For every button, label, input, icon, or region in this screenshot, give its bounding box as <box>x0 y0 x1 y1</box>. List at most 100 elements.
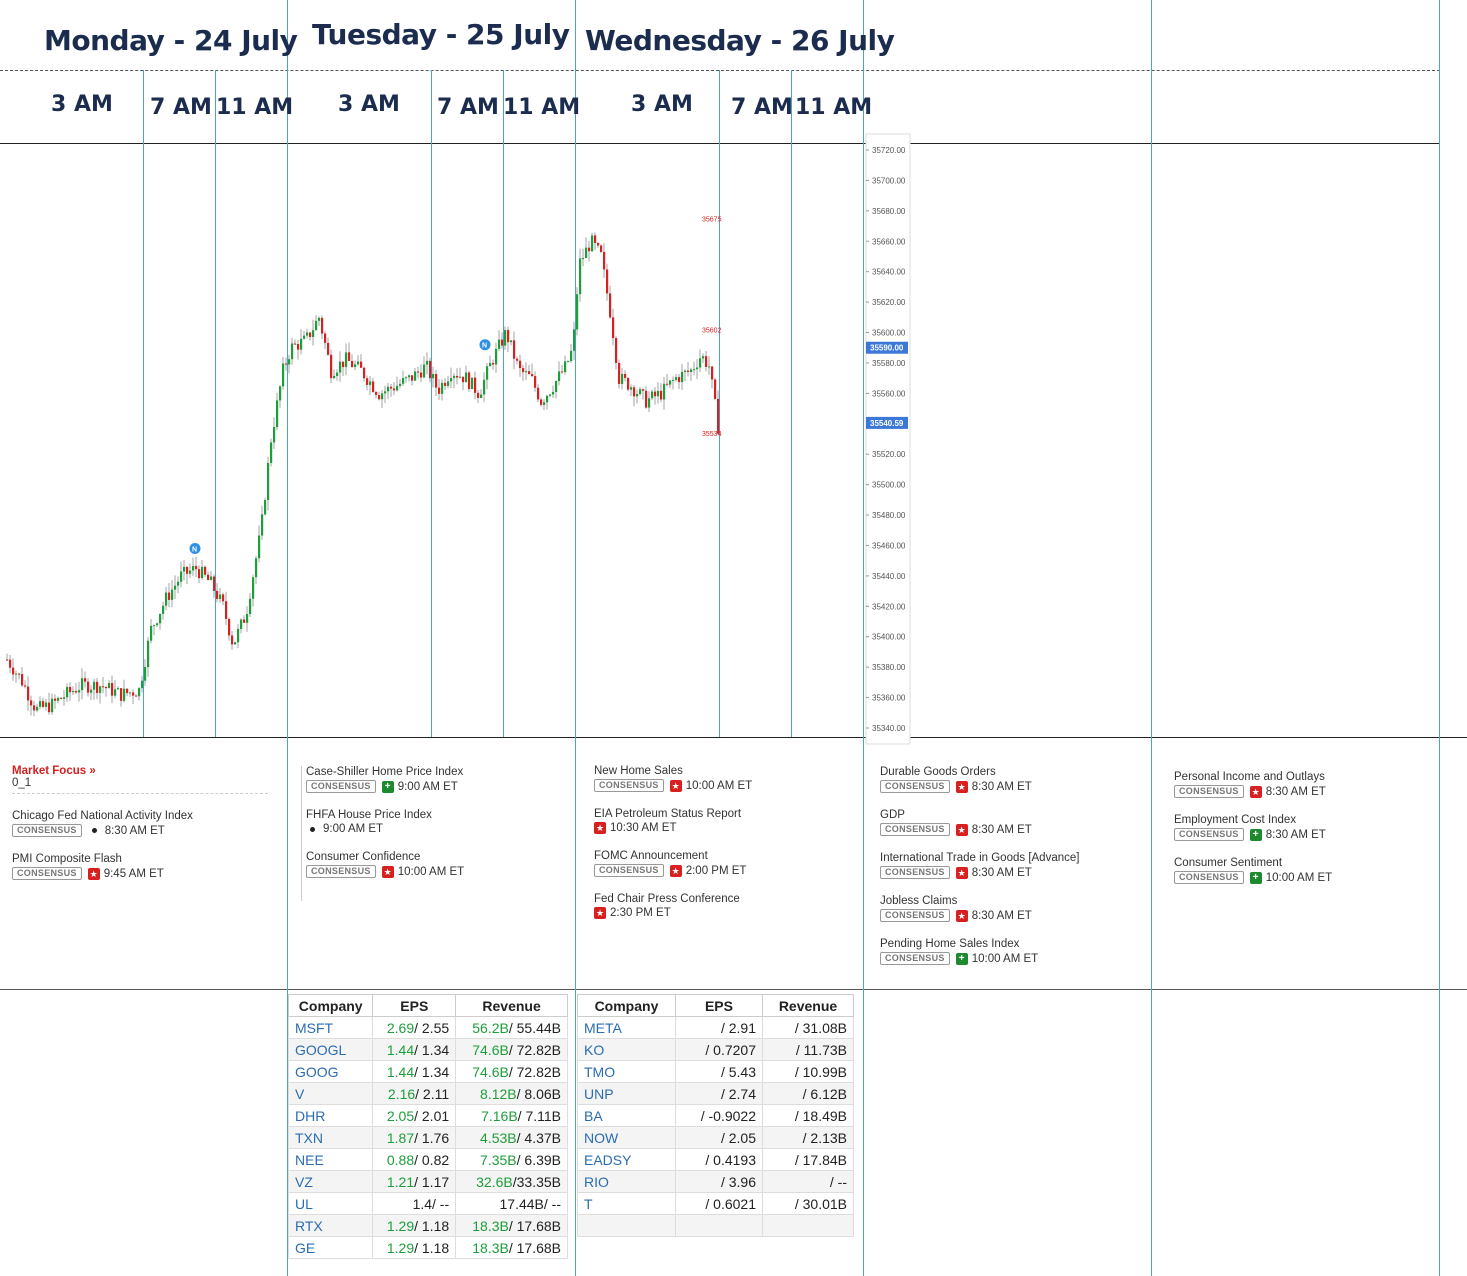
table-row[interactable]: T/ 0.6021/ 30.01B <box>577 1192 855 1215</box>
table-row[interactable]: MSFT 2.69/ 2.55 56.2B/ 55.44B <box>287 1016 568 1039</box>
event-name[interactable]: New Home Sales <box>594 765 683 777</box>
event-name[interactable]: EIA Petroleum Status Report <box>594 808 742 820</box>
ticker-link[interactable]: EADSY <box>577 1148 676 1171</box>
ticker-link[interactable]: TXN <box>287 1126 374 1149</box>
consensus-button[interactable]: CONSENSUS <box>1174 785 1244 798</box>
ticker-link[interactable] <box>577 1214 676 1237</box>
table-row[interactable]: META/ 2.91/ 31.08B <box>577 1016 855 1039</box>
event-item[interactable]: FHFA House Price Index 9:00 AM ET <box>306 809 571 835</box>
ticker-link[interactable]: UL <box>287 1192 374 1215</box>
event-item[interactable]: Durable Goods Orders CONSENSUS ★ 8:30 AM ET <box>880 766 1145 793</box>
event-item[interactable]: Pending Home Sales Index CONSENSUS +10:00 … <box>880 938 1145 965</box>
ticker-link[interactable]: GOOG <box>287 1060 374 1083</box>
news-marker-icon[interactable]: N <box>189 543 201 555</box>
candlestick-chart[interactable]: 35720.00 35700.00 35680.00 35660.00 35640.00… <box>0 130 915 745</box>
consensus-button[interactable]: CONSENSUS <box>880 780 950 793</box>
ticker-link[interactable]: BA <box>577 1104 676 1127</box>
event-name[interactable]: Personal Income and Outlays <box>1174 771 1325 783</box>
event-item[interactable]: Fed Chair Press Conference ★ 2:30 PM ET <box>594 893 859 919</box>
positive-plus-icon: + <box>1249 828 1262 841</box>
consensus-button[interactable]: CONSENSUS <box>1174 828 1244 841</box>
event-name[interactable]: PMI Composite Flash <box>12 853 122 865</box>
event-name[interactable]: FOMC Announcement <box>594 850 708 862</box>
consensus-button[interactable]: CONSENSUS <box>12 867 82 880</box>
news-marker-icon[interactable]: N <box>479 339 491 351</box>
ticker-link[interactable]: NEE <box>287 1148 374 1171</box>
ticker-link[interactable]: META <box>577 1016 676 1039</box>
ticker-link[interactable]: MSFT <box>287 1016 374 1039</box>
event-item[interactable]: Chicago Fed National Activity Index CONSE… <box>12 810 282 837</box>
event-item[interactable]: New Home Sales CONSENSUS ★ 10:00 AM ET <box>594 765 859 792</box>
event-meta: CONSENSUS +10:00 AM ET <box>1174 871 1439 884</box>
ticker-link[interactable]: T <box>577 1192 676 1215</box>
table-row[interactable]: GE 1.29/ 1.18 18.3B/ 17.68B <box>287 1236 568 1259</box>
consensus-button[interactable]: CONSENSUS <box>306 780 376 793</box>
consensus-button[interactable]: CONSENSUS <box>880 866 950 879</box>
market-focus-label[interactable]: Market Focus <box>12 765 87 777</box>
event-name[interactable]: Fed Chair Press Conference <box>594 893 740 905</box>
ticker-link[interactable]: RTX <box>287 1214 374 1237</box>
event-item[interactable]: Consumer Confidence CONSENSUS ★ 10:00 AM ET <box>306 851 571 878</box>
eps-cell: 1.87/ 1.76 <box>372 1126 457 1149</box>
ticker-link[interactable]: KO <box>577 1038 676 1061</box>
ticker-link[interactable]: VZ <box>287 1170 374 1193</box>
event-item[interactable]: PMI Composite Flash CONSENSUS ★ 9:45 AM ET <box>12 853 282 880</box>
ticker-link[interactable]: GE <box>287 1236 374 1259</box>
event-name[interactable]: GDP <box>880 809 905 821</box>
table-row[interactable]: UL 1.4/ -- 17.44B/ -- <box>287 1192 568 1215</box>
ticker-link[interactable]: UNP <box>577 1082 676 1105</box>
table-row[interactable]: TXN 1.87/ 1.76 4.53B/ 4.37B <box>287 1126 568 1149</box>
ticker-link[interactable]: TMO <box>577 1060 676 1083</box>
consensus-button[interactable]: CONSENSUS <box>594 864 664 877</box>
event-name[interactable]: FHFA House Price Index <box>306 809 432 821</box>
ticker-link[interactable]: DHR <box>287 1104 374 1127</box>
consensus-button[interactable]: CONSENSUS <box>880 909 950 922</box>
event-item[interactable]: Jobless Claims CONSENSUS ★ 8:30 AM ET <box>880 895 1145 922</box>
consensus-button[interactable]: CONSENSUS <box>12 824 82 837</box>
event-item[interactable]: EIA Petroleum Status Report ★ 10:30 AM ET <box>594 808 859 834</box>
table-row[interactable]: DHR 2.05/ 2.01 7.16B/ 7.11B <box>287 1104 568 1127</box>
table-row[interactable]: EADSY/ 0.4193/ 17.84B <box>577 1148 855 1171</box>
market-focus-arrow[interactable]: » <box>89 765 96 777</box>
eps-actual: 1.29 <box>386 1239 415 1256</box>
table-row[interactable]: TMO/ 5.43/ 10.99B <box>577 1060 855 1083</box>
table-row[interactable]: KO/ 0.7207/ 11.73B <box>577 1038 855 1061</box>
ticker-link[interactable]: NOW <box>577 1126 676 1149</box>
event-name[interactable]: Employment Cost Index <box>1174 814 1297 826</box>
table-row[interactable]: V 2.16/ 2.11 8.12B/ 8.06B <box>287 1082 568 1105</box>
table-row[interactable]: RIO/ 3.96/ -- <box>577 1170 855 1193</box>
table-row[interactable]: UNP/ 2.74/ 6.12B <box>577 1082 855 1105</box>
table-row[interactable]: NEE 0.88/ 0.82 7.35B/ 6.39B <box>287 1148 568 1171</box>
market-focus[interactable]: Market Focus » <box>12 765 282 777</box>
table-row[interactable]: VZ 1.21/ 1.17 32.6B/33.35B <box>287 1170 568 1193</box>
ticker-link[interactable]: GOOGL <box>287 1038 374 1061</box>
table-row[interactable]: RTX 1.29/ 1.18 18.3B/ 17.68B <box>287 1214 568 1237</box>
consensus-button[interactable]: CONSENSUS <box>594 779 664 792</box>
event-name[interactable]: Consumer Sentiment <box>1174 857 1283 869</box>
consensus-button[interactable]: CONSENSUS <box>1174 871 1244 884</box>
event-item[interactable]: Consumer Sentiment CONSENSUS +10:00 AM ET <box>1174 857 1439 884</box>
ticker-link[interactable]: RIO <box>577 1170 676 1193</box>
ticker-link[interactable]: V <box>287 1082 374 1105</box>
table-row[interactable]: GOOG 1.44/ 1.34 74.6B/ 72.82B <box>287 1060 568 1083</box>
event-name[interactable]: Pending Home Sales Index <box>880 938 1020 950</box>
event-name[interactable]: Jobless Claims <box>880 895 958 907</box>
event-item[interactable]: FOMC Announcement CONSENSUS ★ 2:00 PM ET <box>594 850 859 877</box>
event-item[interactable]: Employment Cost Index CONSENSUS +8:30 AM E… <box>1174 814 1439 841</box>
table-row[interactable]: NOW/ 2.05/ 2.13B <box>577 1126 855 1149</box>
table-row[interactable] <box>577 1214 855 1237</box>
consensus-button[interactable]: CONSENSUS <box>306 865 376 878</box>
event-name[interactable]: Case-Shiller Home Price Index <box>306 766 464 778</box>
event-item[interactable]: Personal Income and Outlays CONSENSUS ★ 8:3… <box>1174 771 1439 798</box>
event-item[interactable]: International Trade in Goods [Advance] CO… <box>880 852 1145 879</box>
event-name[interactable]: International Trade in Goods [Advance] <box>880 852 1080 864</box>
event-item[interactable]: GDP CONSENSUS ★ 8:30 AM ET <box>880 809 1145 836</box>
consensus-button[interactable]: CONSENSUS <box>880 823 950 836</box>
event-item[interactable]: Case-Shiller Home Price Index CONSENSUS +9… <box>306 766 571 793</box>
consensus-button[interactable]: CONSENSUS <box>880 952 950 965</box>
event-name[interactable]: Durable Goods Orders <box>880 766 996 778</box>
table-row[interactable]: BA / -0.9022/ 18.49B <box>577 1104 855 1127</box>
event-name[interactable]: Chicago Fed National Activity Index <box>12 810 193 822</box>
table-row[interactable]: GOOGL 1.44/ 1.34 74.6B/ 72.82B <box>287 1038 568 1061</box>
event-name[interactable]: Consumer Confidence <box>306 851 421 863</box>
